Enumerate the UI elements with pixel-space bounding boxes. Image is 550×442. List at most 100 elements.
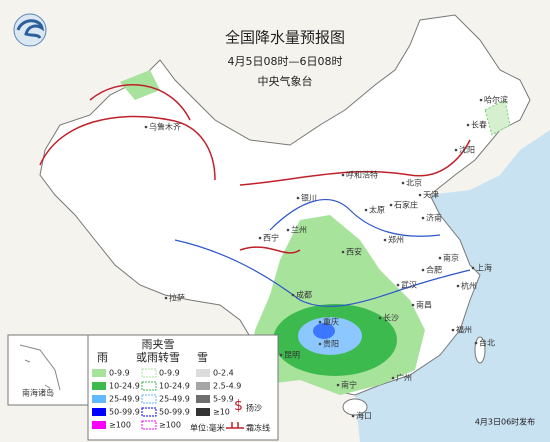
legend-swatch: [196, 382, 210, 390]
city-label: 台北: [479, 338, 495, 348]
inset-box: [7, 334, 89, 406]
city-dot: [456, 284, 460, 288]
legend-rain-label: 雨: [97, 351, 108, 364]
city-label: 合肥: [426, 265, 442, 275]
city-dot: [291, 293, 295, 297]
city-dot: [258, 236, 262, 240]
city-dot: [164, 296, 168, 300]
frost-symbol: [226, 422, 244, 429]
legend-item: 50-99.9: [109, 408, 140, 417]
city-dot: [396, 283, 400, 287]
legend-swatch: [141, 368, 157, 378]
city-label: 拉萨: [169, 293, 185, 303]
city-label: 沈阳: [459, 145, 475, 155]
city-dot: [341, 250, 345, 254]
legend-box: [87, 334, 279, 441]
legend-swatch: [196, 369, 210, 377]
city-label: 南宁: [341, 380, 357, 390]
city-dot: [391, 376, 395, 380]
frost-line: [89, 83, 191, 121]
rain-area: [313, 323, 335, 339]
city-label: 兰州: [291, 225, 307, 235]
frost-line: [239, 246, 301, 254]
legend-mixed-label: 或雨转雪: [136, 350, 180, 364]
city-dot: [421, 216, 425, 220]
city-label: 福州: [456, 326, 472, 335]
dust-symbol: $: [234, 398, 243, 414]
legend-item: 10-24.9: [159, 382, 190, 391]
city-label: 呼和浩特: [346, 170, 378, 180]
footer: 4月3日06时发布: [475, 417, 535, 427]
city-dot: [454, 148, 458, 152]
city-label: 济南: [426, 213, 442, 223]
city-label: 南昌: [416, 300, 432, 310]
city-dot: [451, 328, 455, 332]
inset-map: [19, 344, 61, 391]
city-dot: [438, 256, 442, 260]
legend-swatch: [92, 395, 106, 403]
legend-swatch: [196, 395, 210, 403]
city-dot: [383, 238, 387, 242]
city-label: 西宁: [263, 233, 279, 243]
legend-swatch: [92, 408, 106, 416]
title: 全国降水量预报图: [225, 29, 345, 47]
city-dot: [471, 266, 475, 270]
legend-swatch: [92, 369, 106, 377]
mixed-area: [484, 99, 511, 136]
city-label: 银川: [301, 193, 317, 203]
city-label: 杭州: [461, 281, 477, 291]
legend-swatch: [141, 420, 157, 430]
legend-item: 0-9.9: [159, 369, 180, 378]
legend-unit: 单位:毫米: [190, 423, 225, 433]
city-label: 南京: [443, 253, 459, 263]
city-dot: [318, 342, 322, 346]
city-label: 海口: [356, 411, 372, 421]
legend-item: ≥100: [109, 421, 131, 430]
city-dot: [318, 320, 322, 324]
legend-item: 50-99.9: [159, 408, 190, 417]
city-dot: [364, 208, 368, 212]
city-label: 郑州: [388, 235, 404, 245]
legend-item: 25-49.9: [159, 395, 190, 404]
taiwan: [474, 336, 486, 364]
city-dot: [466, 123, 470, 127]
legend-item: 25-49.9: [109, 395, 140, 404]
city-label: 重庆: [323, 317, 339, 327]
legend-snow-label: 雪: [197, 351, 208, 364]
legend-frost: 霜冻线: [246, 423, 270, 433]
legend-swatch: [141, 381, 157, 391]
city-dot: [411, 303, 415, 307]
city-label: 北京: [406, 178, 422, 188]
city-label: 长春: [471, 120, 487, 130]
city-dot: [479, 98, 483, 102]
city-dot: [474, 341, 478, 345]
city-dot: [418, 193, 422, 197]
issuer: 中央气象台: [258, 74, 313, 88]
legend-swatch: [141, 407, 157, 417]
city-dot: [351, 414, 355, 418]
city-dot: [286, 228, 290, 232]
legend-item: 0-9.9: [109, 369, 130, 378]
legend-swatch: [196, 408, 210, 416]
city-label: 长沙: [383, 313, 399, 323]
city-dot: [378, 316, 382, 320]
city-dot: [421, 268, 425, 272]
hainan: [342, 398, 368, 416]
city-dot: [389, 203, 393, 207]
frost-line: [239, 139, 471, 186]
city-dot: [296, 196, 300, 200]
river: [174, 239, 471, 307]
legend-dust: 扬沙: [246, 403, 262, 413]
legend-item: ≥100: [159, 421, 181, 430]
city-dot: [341, 173, 345, 177]
legend-swatch: [141, 394, 157, 404]
city-label: 天津: [423, 190, 439, 200]
legend-mixed-label: 雨夹雪: [142, 338, 175, 351]
city-dot: [279, 353, 283, 357]
city-label: 石家庄: [394, 200, 418, 210]
city-dot: [144, 125, 148, 129]
period: 4月5日08时—6日08时: [228, 55, 343, 68]
city-label: 广州: [396, 373, 412, 383]
frost-line: [39, 115, 216, 181]
